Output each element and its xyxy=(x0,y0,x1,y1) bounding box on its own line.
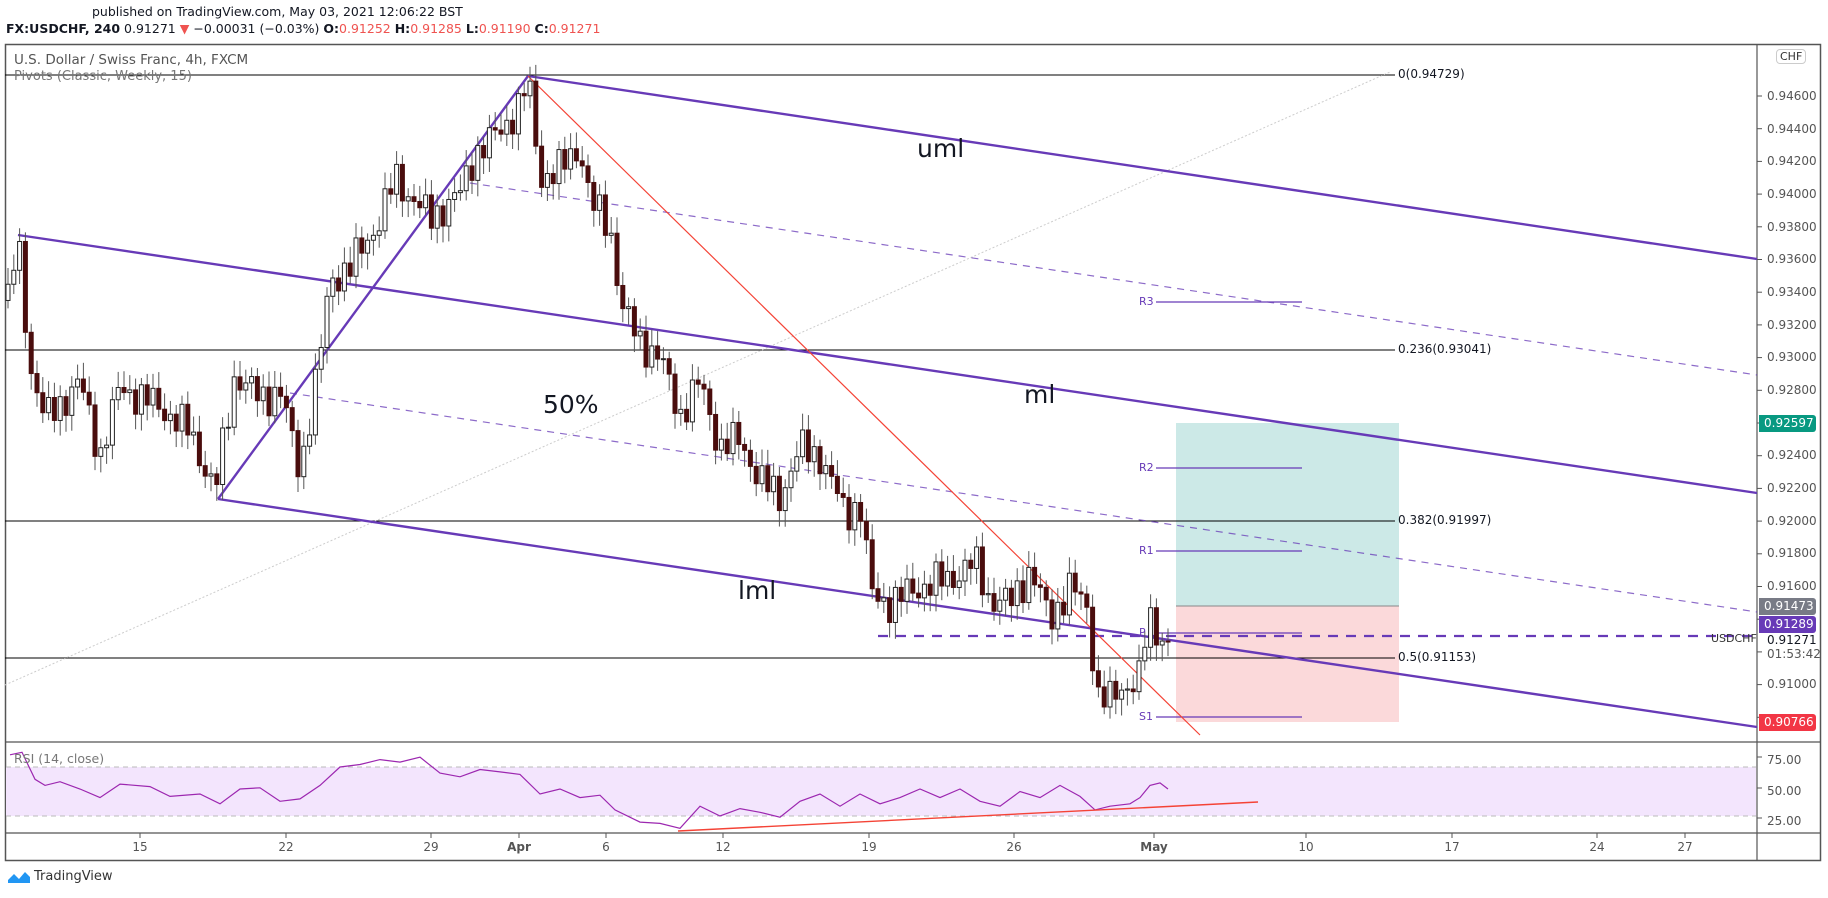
time-tick: 12 xyxy=(715,840,731,854)
fib-382-label: 0.382(0.91997) xyxy=(1398,513,1492,527)
target-price-tag: 0.92597 xyxy=(1759,415,1816,432)
ml-annotation: ml xyxy=(1024,380,1056,409)
time-tick: 10 xyxy=(1298,840,1314,854)
pivot-price-tag: 0.91289 xyxy=(1759,616,1816,633)
price-tick: 0.92400 xyxy=(1767,448,1817,462)
time-tick: 22 xyxy=(278,840,294,854)
candles xyxy=(5,64,1171,719)
price-tick: 0.92000 xyxy=(1767,514,1817,528)
price-tick: 0.93200 xyxy=(1767,318,1817,332)
rsi-trendline xyxy=(677,801,1259,832)
fib-0-label: 0(0.94729) xyxy=(1398,67,1465,81)
fib-05-label: 0.5(0.91153) xyxy=(1398,650,1477,664)
high-label: H: xyxy=(394,21,411,36)
time-tick: 17 xyxy=(1444,840,1460,854)
close-value: 0.91271 xyxy=(548,21,601,36)
fifty-percent-annotation: 50% xyxy=(543,390,599,419)
tradingview-logo-icon xyxy=(8,872,30,883)
low-value: 0.91190 xyxy=(478,21,531,36)
logo-text: TradingView xyxy=(34,869,113,884)
symbol-name: FX:USDCHF, 240 xyxy=(6,21,121,36)
chart-title: U.S. Dollar / Swiss Franc, 4h, FXCM xyxy=(14,52,249,68)
symbol-line-label: USDCHF xyxy=(1711,632,1757,645)
time-tick: 27 xyxy=(1677,840,1693,854)
price-change: −0.00031 (−0.03%) xyxy=(193,21,320,36)
price-tick: 0.92800 xyxy=(1767,383,1817,397)
high-value: 0.91285 xyxy=(410,21,462,36)
down-arrow-icon: ▼ xyxy=(179,21,190,36)
tradingview-logo[interactable]: TradingView xyxy=(6,869,113,884)
price-tick: 0.94000 xyxy=(1767,187,1817,201)
price-tick: 0.94600 xyxy=(1767,89,1817,103)
rsi-line xyxy=(9,751,1169,829)
currency-badge[interactable]: CHF xyxy=(1776,49,1807,64)
uml-line xyxy=(527,74,1758,261)
open-label: O: xyxy=(323,21,340,36)
price-tick: 0.94200 xyxy=(1767,154,1817,168)
price-tick: 0.93800 xyxy=(1767,220,1817,234)
price-tick: 0.93400 xyxy=(1767,285,1817,299)
time-tick: Apr xyxy=(507,840,531,854)
price-tick: 0.94400 xyxy=(1767,122,1817,136)
last-price-label: 0.91271 xyxy=(1767,633,1817,647)
time-tick: 6 xyxy=(602,840,610,854)
pivot-r1-label: R1 xyxy=(1139,544,1154,557)
pitchfork-handle xyxy=(217,75,529,500)
downtrend-line xyxy=(527,75,1201,736)
time-tick: May xyxy=(1140,840,1168,854)
rsi-tick: 25.00 xyxy=(1767,814,1802,828)
rsi-tick: 75.00 xyxy=(1767,753,1802,767)
price-tick: 0.93000 xyxy=(1767,350,1817,364)
time-tick: 26 xyxy=(1006,840,1022,854)
lml-annotation: lml xyxy=(738,576,777,605)
bar-countdown: 01:53:42 xyxy=(1767,647,1821,661)
open-value: 0.91252 xyxy=(339,21,391,36)
entry-price-tag: 0.91473 xyxy=(1759,598,1816,615)
time-tick: 15 xyxy=(132,840,148,854)
stop-price-tag: 0.90766 xyxy=(1759,714,1816,731)
ml-line xyxy=(17,233,1758,495)
fib-236-label: 0.236(0.93041) xyxy=(1398,342,1492,356)
time-tick: 24 xyxy=(1589,840,1605,854)
rsi-label[interactable]: RSI (14, close) xyxy=(14,751,105,766)
price-tick: 0.92200 xyxy=(1767,481,1817,495)
price-tick: 0.91800 xyxy=(1767,546,1817,560)
target-zone xyxy=(1176,423,1399,606)
price-tick: 0.91600 xyxy=(1767,579,1817,593)
pivot-r3-label: R3 xyxy=(1139,295,1154,308)
indicator-label[interactable]: Pivots (Classic, Weekly, 15) xyxy=(14,69,192,84)
time-tick: 29 xyxy=(423,840,439,854)
symbol-ohlc-bar: FX:USDCHF, 240 0.91271 ▼ −0.00031 (−0.03… xyxy=(6,21,600,36)
price-tick: 0.93600 xyxy=(1767,252,1817,266)
stop-zone xyxy=(1176,606,1399,722)
lml-line xyxy=(217,497,1758,729)
pivot-r2-label: R2 xyxy=(1139,461,1154,474)
close-label: C: xyxy=(534,21,549,36)
time-tick: 19 xyxy=(861,840,877,854)
rsi-tick: 50.00 xyxy=(1767,784,1802,798)
price-tick: 0.91000 xyxy=(1767,677,1817,691)
low-label: L: xyxy=(465,21,479,36)
published-note: published on TradingView.com, May 03, 20… xyxy=(92,4,463,19)
last-price: 0.91271 xyxy=(124,21,176,36)
pivot-s1-label: S1 xyxy=(1139,710,1153,723)
pivot-p-label: P xyxy=(1139,626,1146,639)
uml-annotation: uml xyxy=(917,134,965,163)
